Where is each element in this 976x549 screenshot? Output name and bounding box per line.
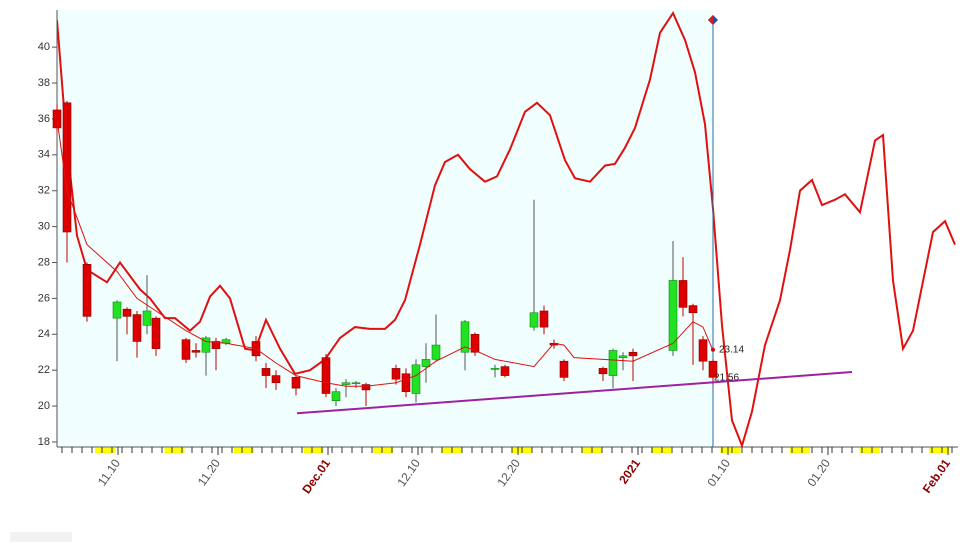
candle-body — [678, 280, 688, 308]
candle-body — [608, 350, 618, 376]
x-tick-label: 12.20 — [494, 456, 523, 489]
candle-body — [331, 391, 341, 401]
x-tick-label: 01.20 — [804, 456, 833, 489]
candle-body — [559, 360, 569, 378]
candle-body — [181, 339, 191, 360]
x-tick-label: Dec.01 — [299, 456, 333, 496]
candle-body — [391, 368, 401, 380]
weekend-marker — [164, 448, 185, 453]
candle-body — [618, 355, 628, 358]
weekend-marker — [720, 448, 741, 453]
weekend-marker — [790, 448, 810, 453]
x-tick-label: 2021 — [616, 456, 643, 486]
x-tick-label: Feb.01 — [920, 456, 953, 495]
y-tick-label: 18 — [38, 436, 50, 448]
candle-body — [708, 360, 718, 378]
y-tick-label: 38 — [38, 77, 50, 89]
price-dot — [711, 347, 715, 352]
moving-average — [57, 118, 714, 387]
candle-body — [598, 368, 608, 375]
y-tick-label: 32 — [38, 185, 50, 197]
candle-body — [341, 382, 351, 385]
candle-body — [351, 382, 361, 385]
scroll-stub — [10, 532, 72, 542]
candle-body — [191, 350, 201, 353]
weekend-marker — [859, 448, 880, 453]
candle-body — [460, 321, 470, 353]
candle-body — [421, 359, 431, 367]
price-label: 21.56 — [714, 373, 739, 384]
candle-body — [628, 351, 638, 357]
candle-body — [470, 333, 480, 353]
candle-body — [62, 102, 72, 233]
candle-body — [201, 337, 211, 353]
candle-body — [411, 364, 421, 394]
y-tick-label: 28 — [38, 256, 50, 268]
history-background — [57, 10, 713, 447]
weekend-marker — [234, 448, 254, 453]
candle-body — [291, 377, 301, 389]
y-tick-label: 34 — [38, 149, 50, 161]
y-tick-label: 36 — [38, 113, 50, 125]
candle-body — [211, 341, 221, 349]
y-tick-label: 20 — [38, 400, 50, 412]
cursor-diamond-half — [708, 15, 713, 25]
candle-body — [401, 373, 411, 393]
candle-body — [529, 312, 539, 328]
weekend-marker — [303, 448, 324, 453]
price-label: 23.14 — [719, 344, 744, 355]
candle-body — [431, 344, 441, 360]
candle-body — [500, 366, 510, 376]
forecast-line — [57, 11, 956, 447]
candle-body — [271, 375, 281, 384]
candle-body — [112, 301, 122, 319]
candle-body — [122, 308, 132, 317]
x-tick-label: 12.10 — [394, 456, 423, 489]
candle-body — [82, 264, 92, 317]
candle-body — [361, 384, 371, 391]
candle-body — [142, 310, 152, 326]
candle-body — [539, 310, 549, 328]
y-tick-label: 40 — [38, 41, 50, 53]
candle-body — [490, 368, 500, 370]
candle-body — [261, 368, 271, 376]
x-tick-label: 11.10 — [95, 456, 123, 488]
y-tick-label: 24 — [38, 328, 50, 340]
weekend-marker — [929, 448, 949, 453]
trendline — [296, 371, 853, 415]
x-tick-label: 01.10 — [704, 456, 733, 489]
candle-body — [151, 317, 161, 349]
candle-body — [688, 305, 698, 314]
candle-body — [132, 314, 142, 342]
weekend-marker — [95, 448, 115, 453]
y-tick-label: 22 — [38, 364, 50, 376]
candle-body — [321, 357, 331, 394]
weekend-marker — [651, 448, 671, 453]
y-tick-label: 26 — [38, 292, 50, 304]
candle-body — [698, 339, 708, 362]
x-tick-label: 11.20 — [195, 456, 223, 488]
y-tick-label: 30 — [38, 221, 50, 233]
candle-body — [668, 280, 678, 351]
plot: 18 20 22 24 26 28 30 32 34 36 38 40 11.10 11.20 Dec.01… — [38, 10, 958, 496]
weekend-marker — [373, 448, 393, 453]
